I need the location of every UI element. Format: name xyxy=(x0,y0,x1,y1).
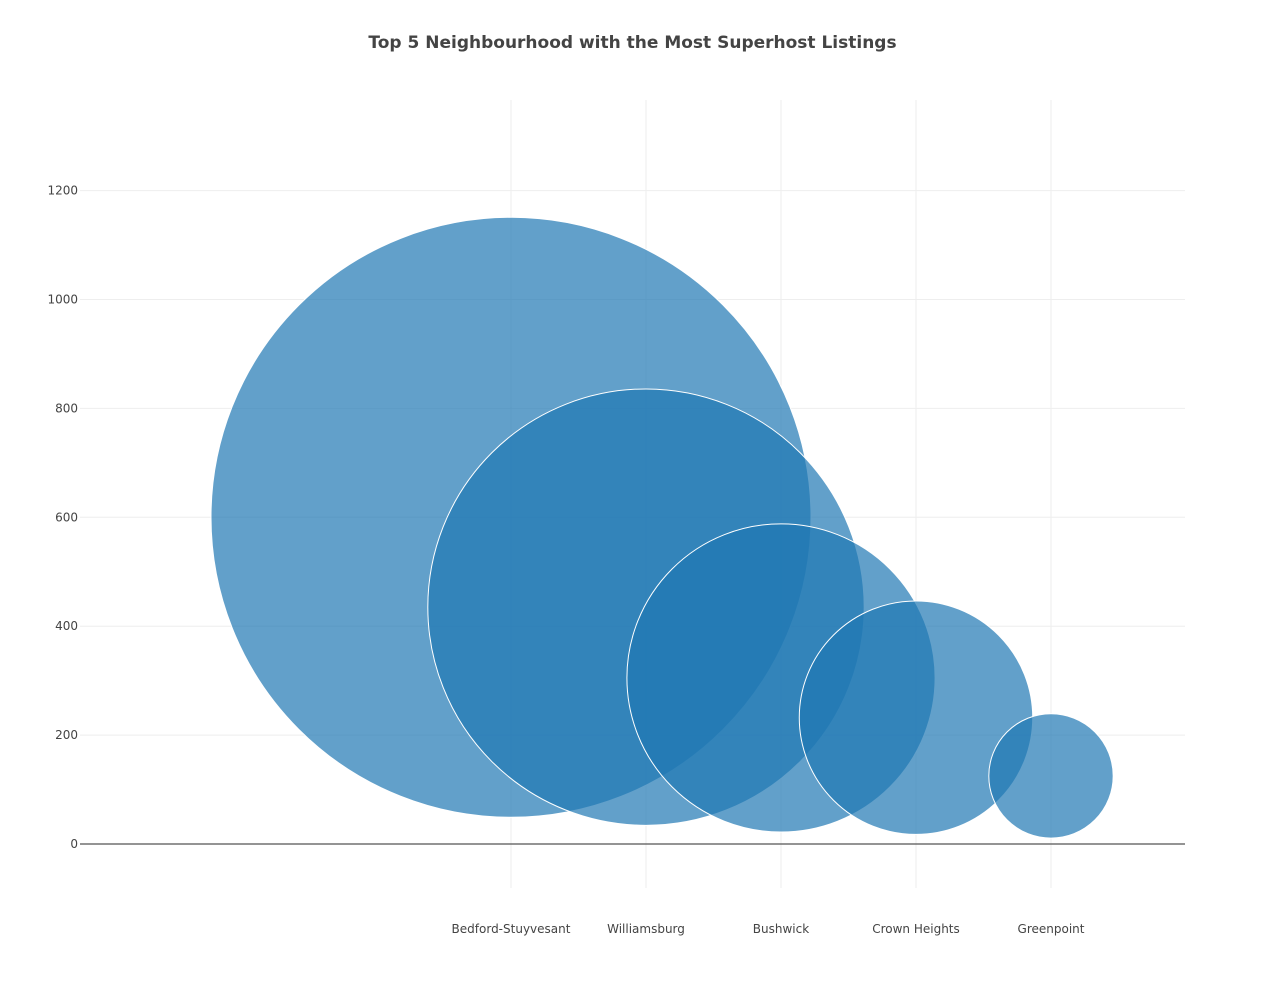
y-tick-label: 1000 xyxy=(47,293,78,307)
y-tick-label: 1200 xyxy=(47,184,78,198)
chart-title: Top 5 Neighbourhood with the Most Superh… xyxy=(368,33,897,53)
bubble-series xyxy=(210,216,1114,839)
y-axis-ticks: 0 200 400 600 800 1000 1200 xyxy=(47,184,78,851)
x-tick-label: Crown Heights xyxy=(872,922,960,936)
x-tick-label: Bushwick xyxy=(753,922,809,936)
x-tick-label: Williamsburg xyxy=(607,922,685,936)
x-axis-ticks: Bedford-Stuyvesant Williamsburg Bushwick Cr… xyxy=(452,922,1085,936)
bubble-greenpoint[interactable] xyxy=(988,713,1114,839)
x-tick-label: Bedford-Stuyvesant xyxy=(452,922,571,936)
y-tick-label: 800 xyxy=(55,401,78,415)
x-tick-label: Greenpoint xyxy=(1018,922,1085,936)
y-tick-label: 0 xyxy=(70,837,78,851)
y-tick-label: 600 xyxy=(55,510,78,524)
y-tick-label: 400 xyxy=(55,619,78,633)
y-tick-label: 200 xyxy=(55,728,78,742)
